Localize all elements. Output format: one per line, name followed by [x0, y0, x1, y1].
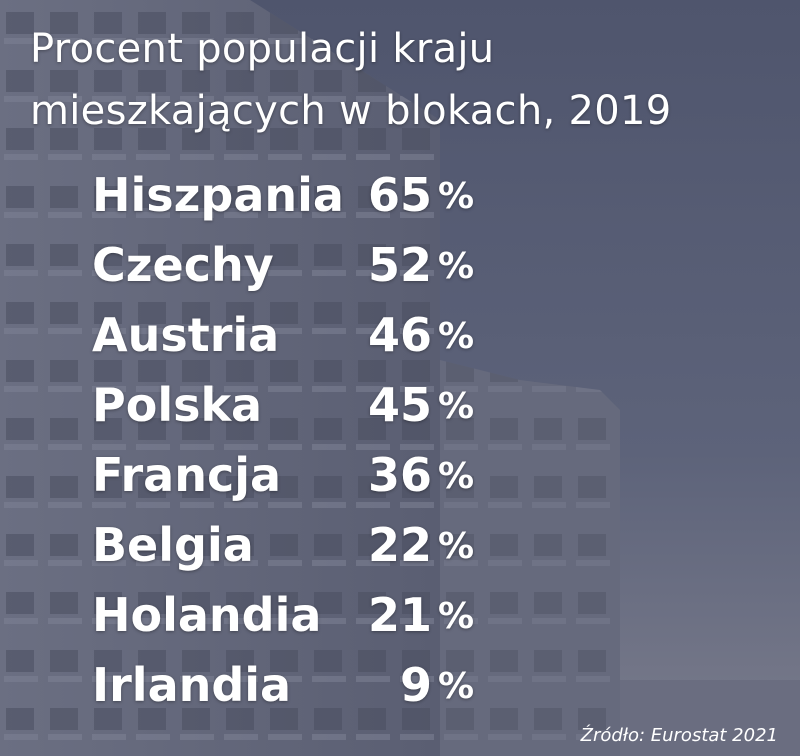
- country-value: 45: [367, 378, 432, 432]
- country-value: 21: [367, 588, 432, 642]
- value-unit: %: [438, 176, 475, 217]
- country-name: Belgia: [92, 518, 254, 572]
- country-name: Polska: [92, 378, 263, 432]
- country-name: Austria: [92, 308, 280, 362]
- country-value: 9: [399, 658, 432, 712]
- country-value: 46: [367, 308, 432, 362]
- country-name: Holandia: [92, 588, 322, 642]
- value-unit: %: [438, 596, 475, 637]
- value-unit: %: [438, 386, 475, 427]
- value-unit: %: [438, 666, 475, 707]
- value-unit: %: [438, 246, 475, 287]
- country-value: 36: [367, 448, 432, 502]
- country-value: 52: [367, 238, 432, 292]
- country-value: 22: [367, 518, 432, 572]
- country-name: Irlandia: [92, 658, 292, 712]
- value-unit: %: [438, 316, 475, 357]
- country-name: Hiszpania: [92, 168, 344, 222]
- country-name: Czechy: [92, 238, 274, 292]
- title-line: Procent populacji kraju: [30, 26, 495, 72]
- source: Źródło: Eurostat 2021: [580, 725, 778, 746]
- value-unit: %: [438, 456, 475, 497]
- value-unit: %: [438, 526, 475, 567]
- title-line: mieszkających w blokach, 2019: [30, 88, 672, 134]
- country-name: Francja: [92, 448, 282, 502]
- country-value: 65: [367, 168, 432, 222]
